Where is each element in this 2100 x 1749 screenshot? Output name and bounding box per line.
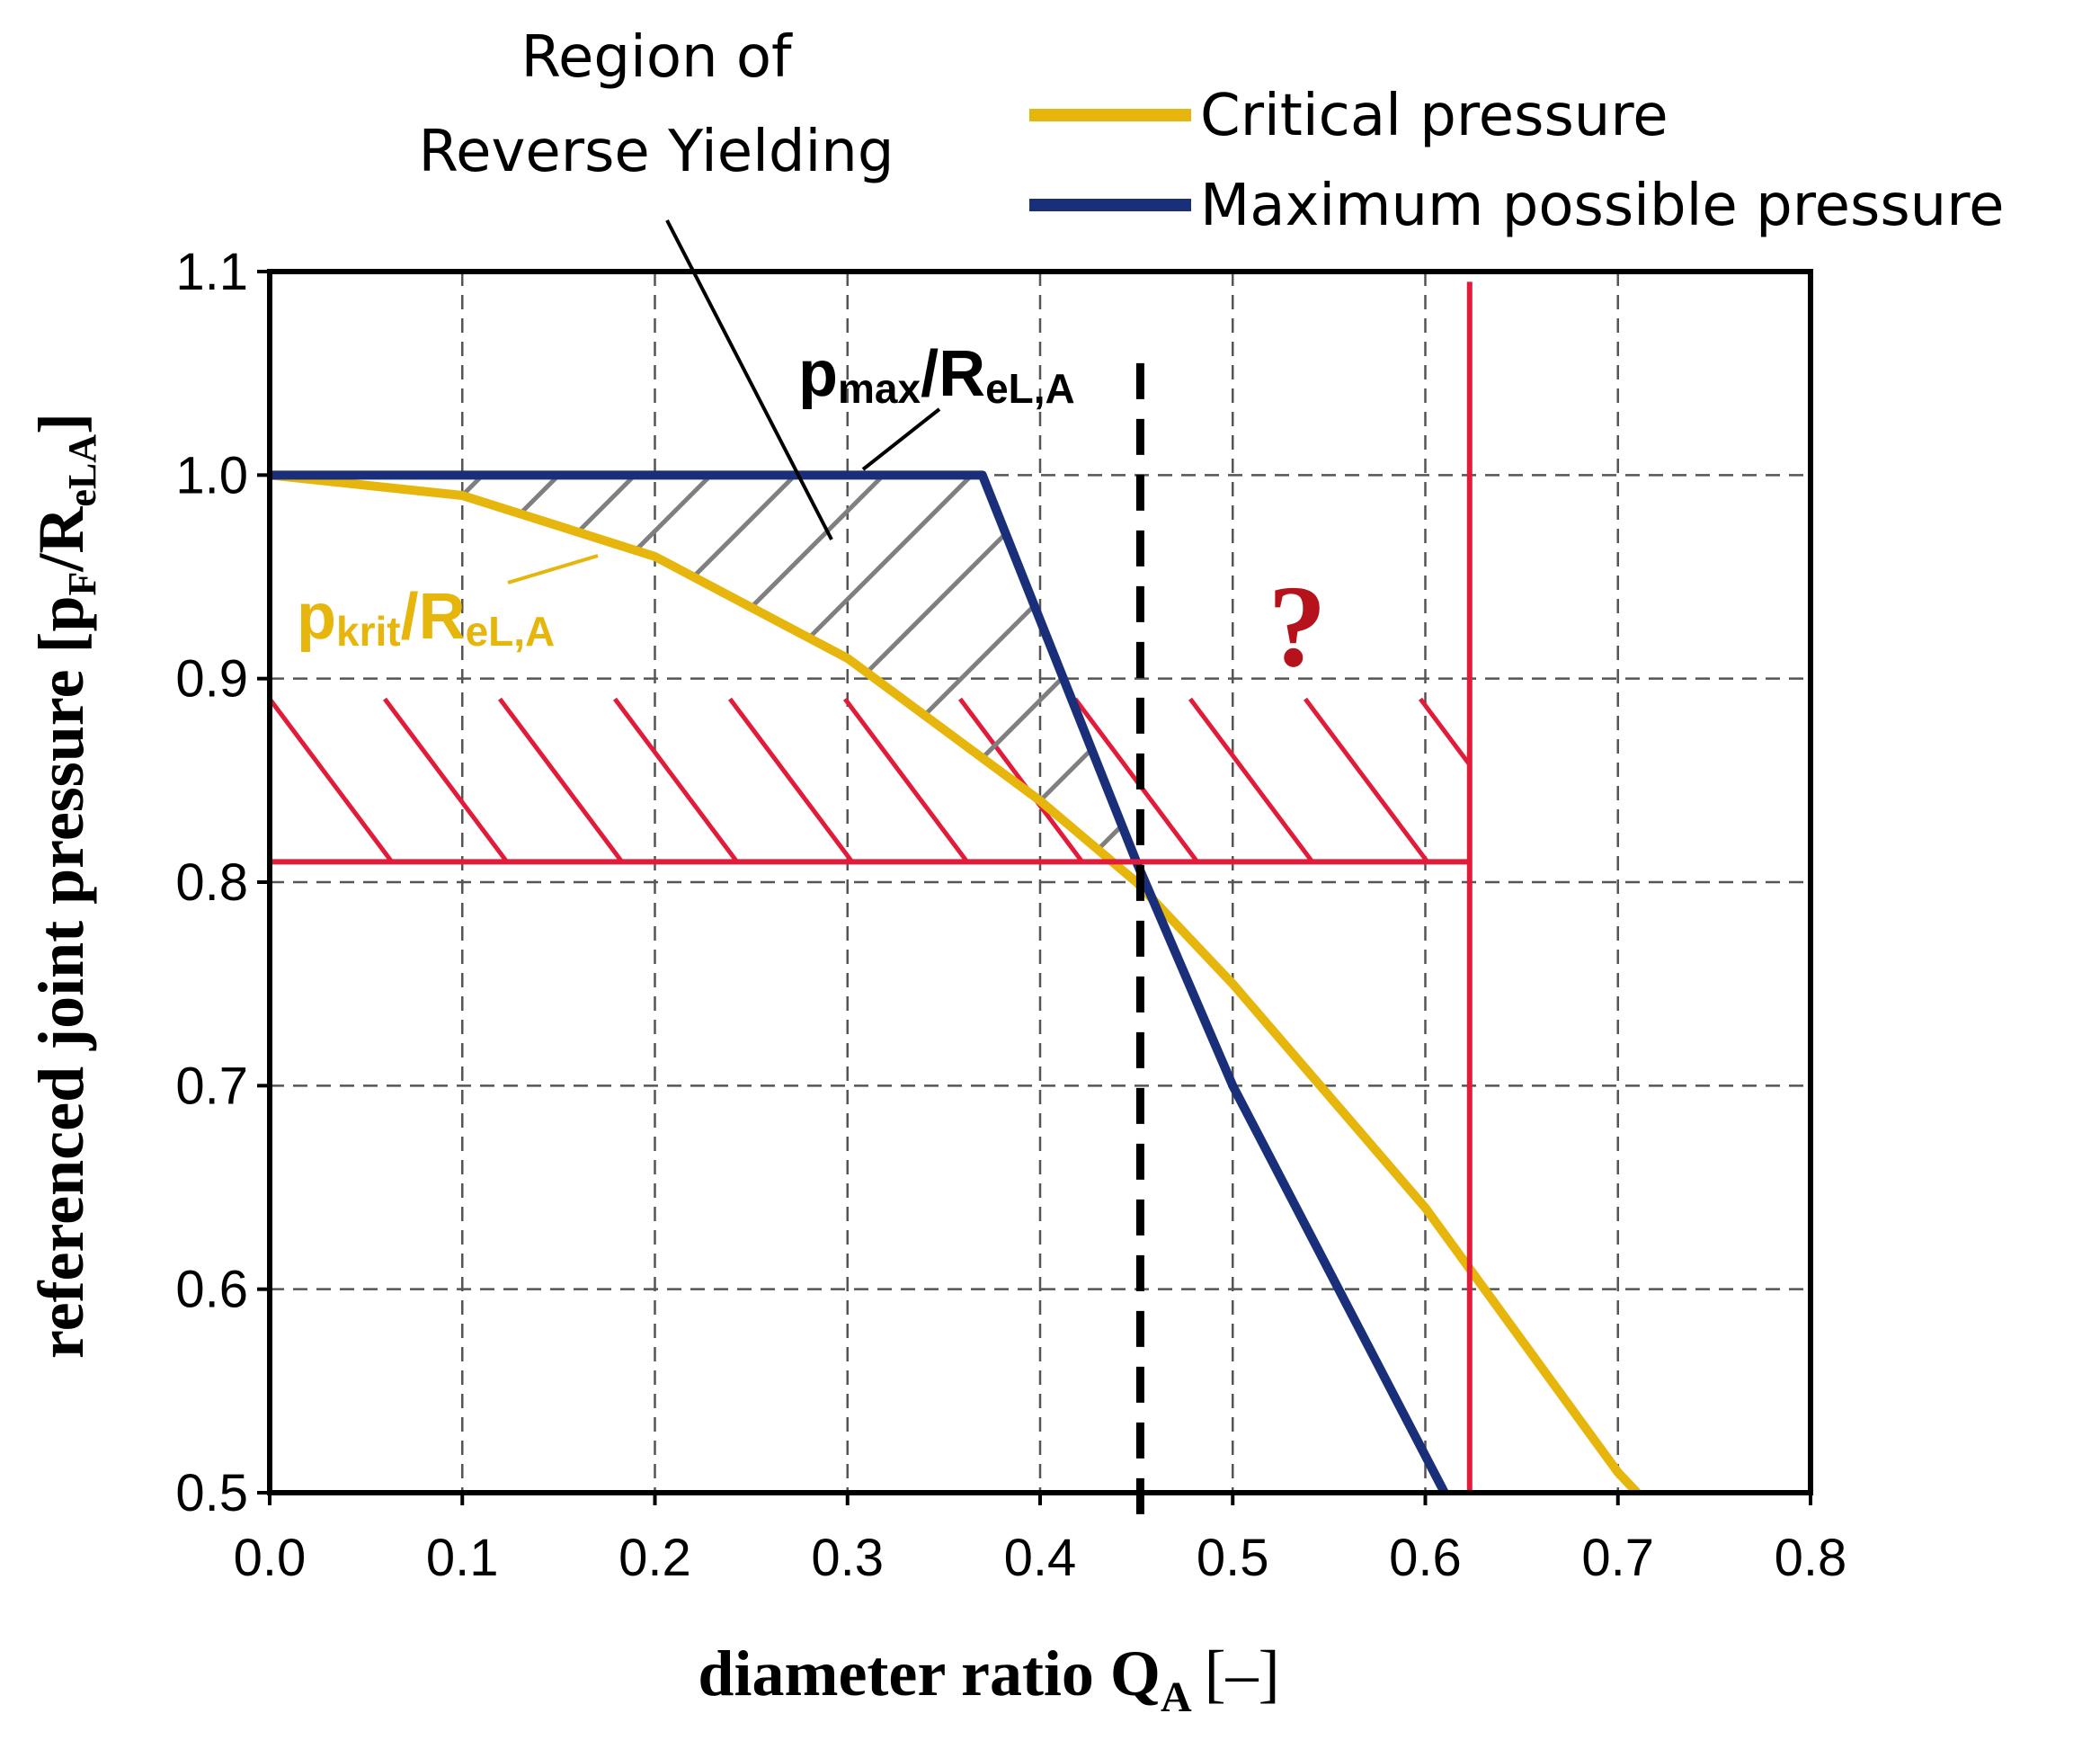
red-hatch-line-0	[270, 697, 394, 863]
red-hatch-line-8	[1188, 697, 1314, 863]
region-pointer-line	[665, 219, 833, 540]
region-label-line1: Region of	[521, 24, 793, 91]
x-tick-label-1: 0.1	[426, 1529, 499, 1587]
x-axis-title-sub: A	[1161, 1673, 1192, 1721]
x-tick-labels: 0.0 0.1 0.2 0.3 0.4 0.5 0.6 0.7 0.8	[234, 1529, 1847, 1587]
gray-hatch-line-2	[576, 475, 635, 534]
y-axis-title-sub2: eLA	[60, 434, 104, 507]
y-tick-label-2: 0.7	[175, 1057, 248, 1115]
y-tick-label-0: 0.5	[175, 1464, 248, 1522]
gray-hatch-line-5	[749, 476, 884, 610]
pmax-mid: /R	[921, 338, 985, 410]
y-axis-title: referenced joint pressure [pF/ReLA]	[25, 413, 104, 1359]
red-hatch-line-1	[383, 697, 509, 863]
red-hatch-line-6	[958, 697, 1084, 863]
gray-hatch-line-6	[807, 474, 973, 640]
y-axis-title-end: ]	[25, 413, 97, 434]
red-hatch-line-4	[728, 697, 854, 863]
pkrit-mid: /R	[401, 581, 466, 653]
y-tick-labels: 0.5 0.6 0.7 0.8 0.9 1.0 1.1	[175, 243, 248, 1522]
x-axis-title: diameter ratio QA [–]	[698, 1637, 1279, 1721]
tick-marks	[257, 270, 1812, 1505]
pkrit-main: p	[297, 581, 336, 653]
legend: Critical pressure Maximum possible press…	[1029, 83, 2005, 239]
y-axis-title-sub1: F	[60, 572, 104, 596]
pkrit-label: pkrit/ReL,A	[297, 581, 555, 655]
red-hatch-line-9	[1304, 697, 1429, 863]
series-line-critical	[269, 470, 1641, 1496]
x-axis-title-unit: [–]	[1205, 1637, 1280, 1709]
x-axis-title-main: diameter ratio Q	[698, 1637, 1161, 1709]
red-hatch-line-5	[843, 697, 969, 863]
pmax-pointer-line	[861, 407, 941, 471]
grid	[270, 272, 1811, 1493]
x-tick-label-7: 0.7	[1581, 1529, 1654, 1587]
gray-hatch-line-11	[1096, 825, 1123, 852]
x-tick-label-2: 0.2	[618, 1529, 691, 1587]
hatch-layer	[270, 473, 1472, 863]
gray-hatch-line-10	[1038, 750, 1091, 803]
question-mark: ?	[1268, 562, 1327, 692]
pkrit-sub: krit	[336, 608, 401, 655]
x-tick-label-8: 0.8	[1775, 1529, 1847, 1587]
legend-label-critical: Critical pressure	[1200, 83, 1668, 149]
red-hatch-line-3	[613, 697, 739, 863]
region-label-line2: Reverse Yielding	[419, 119, 894, 185]
y-tick-label-4: 0.9	[175, 650, 248, 709]
gray-hatch-line-9	[980, 678, 1063, 760]
gray-hatch-line-7	[865, 531, 1008, 674]
red-hatch-line-10	[1418, 697, 1472, 766]
gray-hatch-line-8	[922, 606, 1034, 718]
red-hatch-line-2	[498, 697, 624, 863]
pmax-label: pmax/ReL,A	[798, 338, 1075, 412]
x-tick-label-3: 0.3	[811, 1529, 884, 1587]
gray-hatch-line-4	[691, 474, 796, 579]
gray-hatch-line-3	[634, 473, 713, 552]
x-tick-label-0: 0.0	[234, 1529, 307, 1587]
pmax-sub2: eL,A	[985, 365, 1075, 412]
pmax-main: p	[798, 338, 838, 410]
y-tick-label-6: 1.1	[175, 243, 248, 301]
pkrit-sub2: eL,A	[466, 608, 556, 655]
y-tick-label-1: 0.6	[175, 1261, 248, 1319]
y-axis-title-main: referenced joint pressure [p	[25, 596, 97, 1360]
x-tick-label-6: 0.6	[1389, 1529, 1462, 1587]
reference-lines	[270, 281, 1473, 1520]
y-axis-title-mid: /R	[25, 506, 97, 573]
pkrit-pointer-line	[507, 554, 599, 584]
y-tick-label-5: 1.0	[175, 446, 248, 504]
x-tick-label-4: 0.4	[1004, 1529, 1077, 1587]
gray-hatch-line-1	[518, 474, 560, 516]
red-hatch-line-7	[1073, 697, 1199, 863]
y-tick-label-3: 0.8	[175, 853, 248, 912]
x-tick-label-5: 0.5	[1197, 1529, 1269, 1587]
legend-label-maximum: Maximum possible pressure	[1200, 173, 2005, 239]
pmax-sub: max	[838, 365, 921, 412]
